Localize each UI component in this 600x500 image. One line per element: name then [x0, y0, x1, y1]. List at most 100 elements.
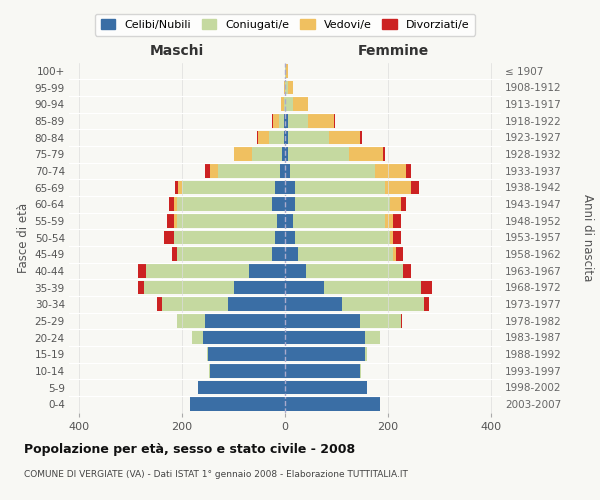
Bar	[285, 164, 290, 177]
Bar	[190, 398, 285, 411]
Bar	[205, 314, 285, 328]
Bar	[285, 298, 341, 311]
Bar	[177, 248, 272, 261]
Bar	[193, 330, 203, 344]
Legend: Celibi/Nubili, Coniugati/e, Vedovi/e, Divorziati/e: Celibi/Nubili, Coniugati/e, Vedovi/e, Di…	[95, 14, 475, 36]
Bar	[285, 380, 367, 394]
Bar	[280, 164, 285, 177]
Bar	[258, 130, 269, 144]
Bar	[395, 248, 403, 261]
Bar	[287, 148, 349, 161]
Bar	[211, 364, 285, 378]
Bar	[391, 230, 393, 244]
Bar	[401, 314, 402, 328]
Bar	[139, 280, 143, 294]
Bar	[287, 80, 293, 94]
Bar	[207, 348, 208, 361]
Bar	[277, 214, 285, 228]
Bar	[341, 298, 424, 311]
Bar	[295, 198, 391, 211]
Bar	[177, 314, 205, 328]
Bar	[197, 380, 285, 394]
Bar	[175, 214, 177, 228]
Bar	[421, 280, 431, 294]
Bar	[182, 180, 275, 194]
Bar	[233, 148, 251, 161]
Bar	[285, 364, 359, 378]
Bar	[143, 280, 233, 294]
Bar	[272, 248, 285, 261]
Bar	[365, 348, 367, 361]
Bar	[229, 298, 285, 311]
Bar	[285, 148, 287, 161]
Bar	[275, 230, 285, 244]
Bar	[208, 348, 285, 361]
Bar	[285, 330, 365, 344]
Bar	[383, 148, 385, 161]
Bar	[285, 198, 295, 211]
Bar	[285, 114, 287, 128]
Bar	[298, 248, 393, 261]
Bar	[161, 298, 229, 311]
Bar	[334, 114, 335, 128]
Bar	[295, 230, 391, 244]
Bar	[257, 130, 258, 144]
Bar	[285, 214, 293, 228]
Bar	[285, 314, 359, 328]
Bar	[308, 114, 334, 128]
Bar	[285, 130, 287, 144]
Bar	[172, 248, 177, 261]
Bar	[175, 198, 177, 211]
Bar	[285, 230, 295, 244]
Bar	[284, 130, 285, 144]
Bar	[284, 80, 285, 94]
Bar	[285, 398, 380, 411]
Bar	[365, 330, 380, 344]
Bar	[290, 164, 375, 177]
Bar	[285, 264, 305, 278]
Bar	[281, 98, 284, 111]
Bar	[329, 130, 359, 144]
Bar	[359, 314, 401, 328]
Bar	[393, 230, 401, 244]
Bar	[283, 148, 285, 161]
Bar	[305, 264, 403, 278]
Bar	[249, 264, 285, 278]
Y-axis label: Fasce di età: Fasce di età	[17, 202, 31, 272]
Bar	[164, 230, 175, 244]
Bar	[287, 130, 329, 144]
Bar	[393, 214, 401, 228]
Bar	[285, 280, 323, 294]
Bar	[285, 98, 293, 111]
Bar	[285, 348, 365, 361]
Bar	[285, 64, 286, 78]
Bar	[411, 180, 419, 194]
Bar	[177, 198, 272, 211]
Bar	[272, 198, 285, 211]
Bar	[177, 214, 277, 228]
Bar	[269, 130, 284, 144]
Bar	[139, 264, 146, 278]
Bar	[287, 114, 308, 128]
Bar	[178, 180, 182, 194]
Bar	[251, 148, 283, 161]
Bar	[205, 164, 211, 177]
Bar	[285, 180, 295, 194]
Bar	[157, 298, 161, 311]
Bar	[401, 198, 406, 211]
Bar	[323, 280, 421, 294]
Bar	[209, 364, 211, 378]
Bar	[233, 280, 285, 294]
Bar	[293, 98, 308, 111]
Bar	[169, 198, 175, 211]
Bar	[203, 330, 285, 344]
Bar	[275, 180, 285, 194]
Text: Popolazione per età, sesso e stato civile - 2008: Popolazione per età, sesso e stato civil…	[24, 442, 355, 456]
Bar	[211, 164, 218, 177]
Bar	[375, 164, 406, 177]
Bar	[293, 214, 385, 228]
Bar	[359, 364, 361, 378]
Bar	[284, 98, 285, 111]
Bar	[403, 264, 411, 278]
Text: COMUNE DI VERGIATE (VA) - Dati ISTAT 1° gennaio 2008 - Elaborazione TUTTITALIA.I: COMUNE DI VERGIATE (VA) - Dati ISTAT 1° …	[24, 470, 408, 479]
